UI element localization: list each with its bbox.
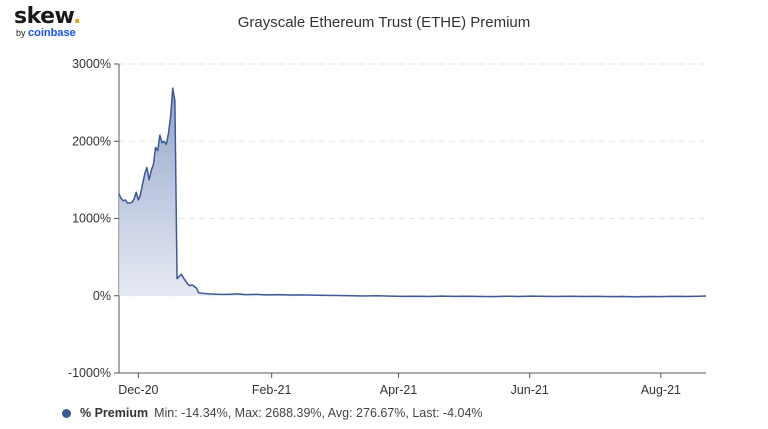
y-tick-label: -1000%: [68, 366, 111, 380]
legend-series-name: % Premium: [80, 406, 149, 420]
series-line: [118, 87, 707, 298]
x-tick-label: Aug-21: [641, 383, 681, 397]
chart-legend[interactable]: % Premium Min: -14.34%, Max: 2688.39%, A…: [62, 406, 483, 420]
legend-stats: Min: -14.34%, Max: 2688.39%, Avg: 276.67…: [154, 406, 483, 420]
tick-labels: 3000% 2000% 1000% 0% -1000% Dec-20 Feb-21 Apr-2…: [68, 57, 681, 397]
series-area: [118, 87, 707, 298]
y-tick-label: 1000%: [72, 212, 111, 226]
brand-byline: by coinbase: [16, 27, 76, 39]
series-area-fill: [119, 88, 706, 297]
grid-lines: [119, 63, 706, 297]
x-tick-label: Jun-21: [511, 383, 549, 397]
chart-title: Grayscale Ethereum Trust (ETHE) Premium: [237, 14, 531, 31]
x-tick-label: Apr-21: [380, 383, 418, 397]
brand-wordmark: skew.: [14, 4, 81, 29]
axes: [114, 63, 706, 378]
brand-logo: skew. by coinbase: [14, 4, 81, 39]
y-tick-label: 2000%: [72, 134, 111, 148]
x-tick-label: Feb-21: [252, 383, 292, 397]
y-tick-label: 0%: [93, 289, 111, 303]
legend-marker-icon: [62, 408, 71, 418]
y-tick-label: 3000%: [72, 57, 111, 71]
x-tick-label: Dec-20: [118, 383, 158, 397]
